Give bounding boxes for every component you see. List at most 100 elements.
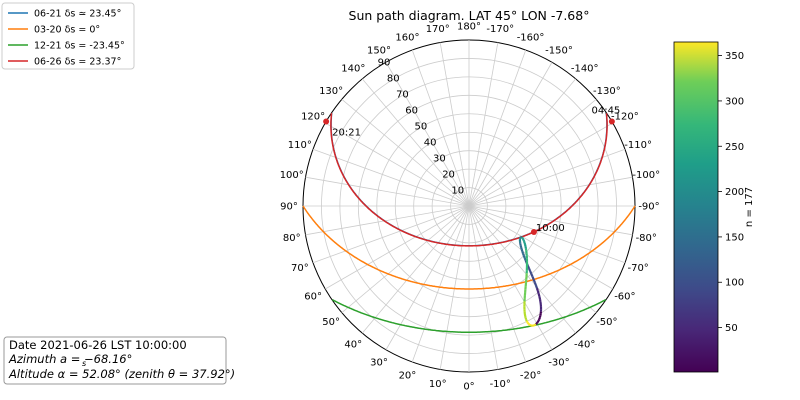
info-altitude: Altitude α = 52.08° (zenith θ = 37.92°) bbox=[8, 367, 235, 381]
grid-spoke-40 bbox=[361, 205, 470, 334]
grid-spoke-70 bbox=[312, 205, 470, 264]
angular-tick-label: -70° bbox=[627, 263, 648, 274]
analemma-segment bbox=[525, 319, 528, 322]
analemma-segment bbox=[520, 248, 524, 252]
analemma-segment bbox=[529, 270, 533, 275]
grid-spoke-140 bbox=[361, 78, 470, 207]
polar-grid bbox=[302, 39, 636, 373]
colorbar-tick-label: 250 bbox=[725, 142, 744, 153]
annotation-label: 10:00 bbox=[536, 223, 565, 234]
angular-tick-label: 50° bbox=[322, 317, 340, 328]
grid-spoke-30 bbox=[385, 205, 470, 350]
analemma-segment bbox=[538, 296, 542, 300]
analemma-segment bbox=[521, 237, 525, 240]
angular-tick-label: 180° bbox=[457, 22, 481, 33]
grid-spoke--20 bbox=[468, 205, 527, 363]
analemma-segment bbox=[537, 318, 541, 322]
angular-tick-label: 100° bbox=[280, 170, 304, 181]
analemma-segment bbox=[527, 322, 530, 326]
grid-spoke--10 bbox=[468, 205, 499, 370]
info-box-frame bbox=[3, 336, 227, 385]
analemma-segment bbox=[534, 284, 538, 289]
angular-tick-label: 150° bbox=[367, 46, 391, 57]
annotation-label: 04:45 bbox=[591, 105, 620, 116]
legend: 06-21 δs ≃ 23.45° 03-20 δs = 0° 12-21 δs =… bbox=[1, 2, 135, 70]
angular-tick-label: -80° bbox=[636, 233, 657, 244]
angular-tick-label: -10° bbox=[490, 379, 511, 390]
angular-tick-label: -60° bbox=[614, 292, 635, 303]
colorbar-label: n = 177 bbox=[744, 187, 755, 227]
info-box: Date 2021-06-26 LST 10:00:00 Azimuth a =… bbox=[3, 336, 235, 385]
info-azimuth: Azimuth a = −68.16° bbox=[8, 352, 132, 366]
grid-spoke--70 bbox=[468, 205, 626, 264]
angular-tick-label: -50° bbox=[596, 317, 617, 328]
grid-spoke--170 bbox=[468, 42, 499, 207]
analemma-segment bbox=[528, 323, 531, 326]
grid-spoke-150 bbox=[385, 62, 470, 207]
grid-spoke--140 bbox=[468, 78, 577, 207]
angular-tick-label: 140° bbox=[341, 64, 365, 75]
grid-spoke-50 bbox=[341, 205, 470, 314]
grid-spoke--100 bbox=[468, 176, 633, 207]
analemma-segment bbox=[522, 238, 525, 241]
analemma-segment bbox=[535, 322, 538, 325]
colorbar: 50 100 150 200 250 300 350 n = 177 bbox=[673, 41, 755, 373]
angular-tick-label: 30° bbox=[370, 357, 388, 368]
grid-spoke-110 bbox=[312, 148, 470, 207]
grid-spoke--40 bbox=[468, 205, 577, 334]
radial-tick-label: 60 bbox=[405, 106, 418, 117]
analemma-segment bbox=[534, 323, 537, 326]
grid-spoke--30 bbox=[468, 205, 553, 350]
angular-tick-label: -170° bbox=[486, 24, 514, 35]
angular-tick-label: 0° bbox=[463, 382, 474, 393]
analemma-segment bbox=[530, 273, 534, 278]
analemma-segment bbox=[522, 239, 526, 242]
analemma-segment bbox=[535, 321, 539, 324]
angular-tick-label: -120° bbox=[611, 112, 639, 123]
analemma-segment bbox=[533, 282, 537, 286]
angular-tick-label: 80° bbox=[283, 233, 301, 244]
colorbar-gradient bbox=[673, 41, 719, 373]
grid-spoke--130 bbox=[468, 98, 597, 207]
radial-tick-label: 20 bbox=[442, 170, 455, 181]
analemma-segment bbox=[524, 317, 528, 320]
radial-tick-label: 80 bbox=[387, 74, 400, 85]
angular-tick-label: -140° bbox=[571, 64, 599, 75]
analemma-segment bbox=[523, 257, 527, 261]
angular-tick-label: 90° bbox=[280, 202, 298, 213]
analemma-segment bbox=[526, 321, 530, 325]
analemma-segment bbox=[538, 317, 541, 320]
sun-marker bbox=[608, 118, 615, 125]
legend-frame bbox=[1, 2, 135, 70]
grid-spoke--110 bbox=[468, 148, 626, 207]
radial-tick-label: 50 bbox=[415, 122, 428, 133]
grid-spoke--50 bbox=[468, 205, 597, 314]
grid-spoke--120 bbox=[468, 122, 613, 207]
grid-spoke--160 bbox=[468, 49, 527, 207]
annotations: 04:45 20:21 10:00 bbox=[323, 105, 620, 236]
analemma-segment bbox=[537, 293, 541, 297]
legend-entry: 03-20 δs = 0° bbox=[34, 25, 100, 36]
sun-path-line-3 bbox=[330, 112, 608, 247]
angular-tick-label: -160° bbox=[517, 32, 545, 43]
radial-tick-label: 10 bbox=[451, 186, 464, 197]
angular-tick-label: 130° bbox=[319, 86, 343, 97]
legend-entry: 06-26 δs = 23.37° bbox=[34, 57, 121, 68]
angular-tick-label: 160° bbox=[395, 32, 419, 43]
angular-tick-label: -30° bbox=[548, 357, 569, 368]
tick-labels: 0° 10° 20° 30° 40° 50° 60° 70° 80° 90° 100° 110° 120… bbox=[280, 22, 660, 393]
analemma-segment bbox=[525, 320, 529, 323]
grid-spoke-120 bbox=[325, 122, 470, 207]
series-layer bbox=[302, 112, 636, 334]
sun-path-line-2 bbox=[332, 299, 606, 334]
angular-tick-label: 170° bbox=[426, 24, 450, 35]
colorbar-tick-label: 300 bbox=[725, 96, 744, 107]
grid-spoke-20 bbox=[411, 205, 470, 363]
colorbar-tick-label: 50 bbox=[725, 323, 738, 334]
annotation-label: 20:21 bbox=[332, 127, 361, 138]
grid-spoke-170 bbox=[439, 42, 470, 207]
analemma-segment bbox=[535, 287, 539, 292]
grid-spoke--80 bbox=[468, 205, 633, 236]
grid-spoke-130 bbox=[341, 98, 470, 207]
sun-marker bbox=[530, 229, 537, 236]
